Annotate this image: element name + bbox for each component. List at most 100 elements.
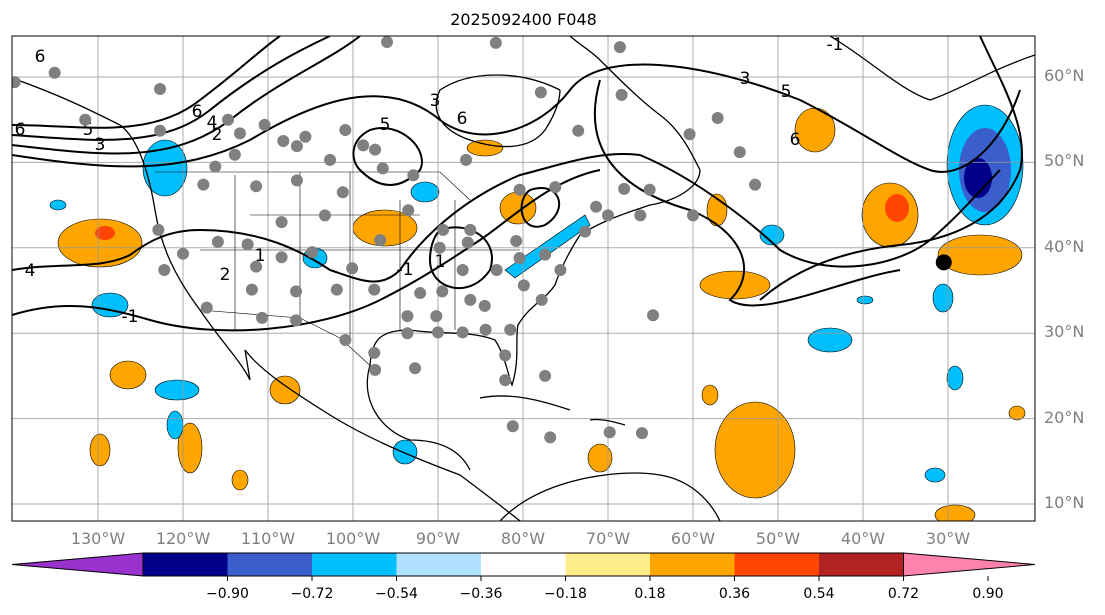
- anomaly-shading: [49, 104, 1026, 521]
- station-dot: [275, 216, 288, 229]
- station-dot: [79, 113, 92, 126]
- station-dot: [733, 146, 746, 159]
- figure-title: 2025092400 F048: [450, 10, 597, 29]
- station-dot: [290, 174, 303, 187]
- colorbar: [11, 552, 1036, 581]
- station-dot: [401, 327, 414, 340]
- station-dot: [490, 264, 503, 277]
- station-dot: [534, 86, 547, 99]
- station-dot: [602, 209, 614, 222]
- station-dot: [245, 283, 258, 296]
- longitude-label: 40°W: [840, 529, 886, 548]
- colorbar-segment: [227, 553, 313, 576]
- station-dot: [158, 264, 171, 277]
- latitude-label: 20°N: [1044, 407, 1085, 427]
- station-dot: [250, 180, 263, 193]
- station-dot: [506, 420, 519, 433]
- colorbar-segment: [734, 553, 820, 576]
- contour-label: -1: [827, 35, 844, 55]
- contour-label: 3: [430, 91, 441, 111]
- longitude-label: 110°W: [240, 529, 296, 548]
- longitude-label: 50°W: [755, 529, 801, 548]
- map-frame: [11, 35, 1036, 522]
- contour-label: 3: [95, 135, 106, 155]
- station-dot: [211, 235, 224, 248]
- colorbar-tick-label: 0.36: [718, 586, 751, 602]
- station-dot: [154, 124, 167, 137]
- station-dot: [517, 279, 530, 292]
- station-dot: [513, 252, 526, 265]
- station-dot: [544, 431, 557, 444]
- station-dots: [12, 36, 762, 444]
- station-dot: [200, 301, 213, 314]
- station-dot: [275, 251, 288, 264]
- station-dot: [615, 88, 628, 101]
- colorbar-extend-min: [11, 552, 144, 577]
- station-dot: [256, 311, 269, 324]
- latitude-label: 60°N: [1044, 66, 1085, 85]
- station-dot: [432, 326, 444, 339]
- station-dot: [339, 123, 352, 136]
- station-dot: [401, 310, 414, 323]
- contour-label: 5: [781, 82, 792, 102]
- station-dot: [464, 293, 477, 306]
- station-dot: [209, 160, 222, 173]
- station-dot: [357, 139, 370, 152]
- station-dot: [339, 334, 352, 347]
- station-dot: [154, 82, 167, 95]
- station-dot: [258, 118, 271, 131]
- station-dot: [436, 285, 449, 298]
- contour-label: 1: [435, 252, 446, 272]
- contour-label: -1: [397, 260, 414, 280]
- station-dot: [306, 246, 319, 259]
- station-dot: [324, 153, 337, 166]
- colorbar-tick-label: 0.18: [634, 586, 666, 602]
- station-dot: [510, 234, 523, 247]
- station-dot: [647, 309, 660, 322]
- colorbar-tick-label: −0.18: [544, 586, 587, 602]
- colorbar-segment: [312, 553, 397, 576]
- station-dot: [48, 66, 61, 79]
- longitude-label: 130°W: [70, 529, 126, 548]
- station-dot: [290, 314, 303, 327]
- station-dot: [504, 323, 517, 336]
- station-dot: [12, 76, 21, 89]
- station-dot: [499, 349, 512, 362]
- station-dot: [369, 363, 382, 376]
- station-dot: [414, 287, 427, 300]
- longitude-label: 100°W: [325, 529, 381, 548]
- station-dot: [687, 209, 699, 222]
- station-dot: [433, 241, 446, 254]
- station-dot: [535, 293, 548, 306]
- station-dot: [749, 178, 762, 191]
- station-dot: [572, 124, 585, 137]
- longitude-label: 60°W: [670, 529, 716, 548]
- station-dot: [513, 183, 526, 196]
- longitude-label: 90°W: [415, 529, 461, 548]
- station-dot: [711, 111, 724, 124]
- colorbar-tick-label: −0.72: [290, 586, 334, 602]
- station-dot: [603, 426, 616, 439]
- colorbar-segment: [650, 553, 735, 576]
- station-dot: [456, 326, 469, 339]
- station-dot: [539, 369, 552, 382]
- graticule: [12, 36, 1035, 521]
- station-dot: [374, 234, 387, 247]
- station-dot: [318, 209, 331, 222]
- station-dot: [539, 248, 552, 261]
- station-dot: [402, 204, 415, 217]
- station-dot: [479, 323, 492, 336]
- station-dot: [277, 135, 290, 148]
- latitude-label: 30°N: [1044, 322, 1085, 342]
- colorbar-tick-label: 0.90: [972, 586, 1004, 602]
- station-dot: [381, 36, 393, 48]
- station-dot: [369, 143, 382, 156]
- station-dot: [177, 247, 189, 260]
- station-dot: [590, 200, 603, 213]
- station-dot: [409, 362, 422, 375]
- longitude-label: 70°W: [585, 529, 631, 548]
- colorbar-segment: [481, 553, 566, 576]
- contour-label: 6: [15, 120, 26, 140]
